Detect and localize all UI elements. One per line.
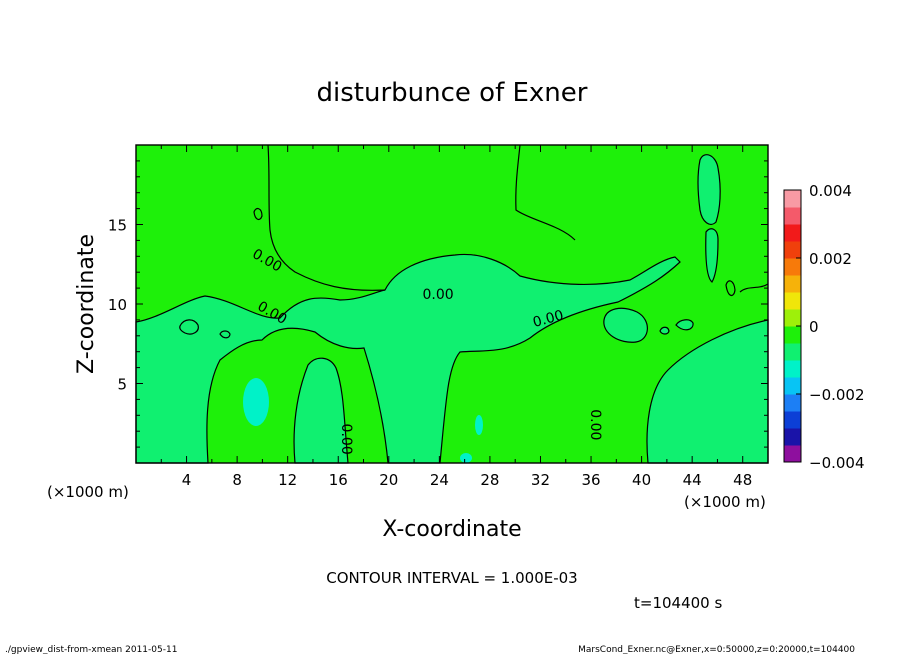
lower-right-negative (646, 319, 769, 464)
right-negative-lobe (603, 307, 648, 343)
stronger-negative-spots (243, 378, 483, 463)
x-tick-label: 16 (329, 471, 348, 489)
x-tick-label: 28 (480, 471, 499, 489)
colorbar-segment (784, 224, 801, 242)
lower-left-negative (293, 357, 349, 464)
central-negative-band (135, 253, 681, 464)
x-tick-label: 36 (581, 471, 600, 489)
chart-title: disturbunce of Exner (317, 78, 588, 108)
colorbar-tick-label: 0.004 (809, 182, 852, 200)
y-ticks (136, 160, 768, 448)
y-unit-label: (×1000 m) (47, 483, 129, 501)
small-loop-right (725, 280, 736, 296)
colorbar-segment (784, 360, 801, 378)
colorbar-tick-label: −0.002 (809, 386, 865, 404)
colorbar-segment (784, 343, 801, 361)
colorbar-tick-label: −0.004 (809, 454, 865, 472)
colorbar-tick-label: 0 (809, 318, 819, 336)
colorbar-labels: 0.004 0.002 0 −0.002 −0.004 (796, 182, 865, 472)
colorbar-segment (784, 275, 801, 293)
x-tick-label: 20 (379, 471, 398, 489)
x-tick-label: 12 (278, 471, 297, 489)
left-small-blob (179, 319, 199, 335)
x-tick-label: 24 (430, 471, 449, 489)
colorbar-segment (784, 241, 801, 259)
upper-positive-contour (267, 144, 386, 291)
plot-area: 0.000.000.000.000.00 0.00 (135, 144, 769, 464)
negative-spot-2 (475, 415, 483, 435)
colorbar-tick-label: 0.002 (809, 250, 852, 268)
colorbar-segment (784, 411, 801, 429)
x-unit-label: (×1000 m) (684, 493, 766, 511)
x-tick-label: 40 (632, 471, 651, 489)
x-tick-label: 32 (531, 471, 550, 489)
footer-left: ./gpview_dist-from-xmean 2011-05-11 (5, 645, 177, 654)
x-axis-label: X-coordinate (382, 517, 521, 542)
time-text: t=104400 s (634, 594, 722, 612)
contour-labels: 0.000.000.000.000.00 0.00 (249, 246, 603, 455)
y-tick-label: 10 (108, 296, 127, 314)
contour-interval-text: CONTOUR INTERVAL = 1.000E-03 (326, 569, 577, 587)
negative-regions (135, 154, 769, 464)
negative-spot-3 (460, 453, 472, 463)
colorbar-segment (784, 445, 801, 463)
right-edge-contour (739, 283, 769, 293)
y-tick-labels: 5 10 15 (108, 217, 127, 394)
colorbar (784, 190, 801, 463)
small-loop-left-top (253, 207, 263, 221)
negative-spot-1 (243, 378, 269, 426)
y-axis-label: Z-coordinate (74, 234, 99, 374)
colorbar-segment (784, 190, 801, 208)
colorbar-segment (784, 309, 801, 327)
colorbar-segment (784, 377, 801, 395)
upper-right-negative (697, 154, 721, 225)
left-small-blob-2 (219, 330, 231, 339)
contour-lines (253, 144, 769, 296)
y-tick-label: 15 (108, 217, 127, 235)
contour-label: 0.00 (338, 424, 354, 455)
x-tick-labels: 4 8 12 16 20 24 28 32 36 40 44 48 (182, 471, 752, 489)
colorbar-segment (784, 394, 801, 412)
x-tick-label: 44 (683, 471, 702, 489)
x-ticks (160, 145, 744, 463)
x-tick-label: 8 (232, 471, 242, 489)
y-tick-label: 5 (117, 376, 127, 394)
upper-center-contour (515, 144, 576, 241)
x-tick-label: 4 (182, 471, 192, 489)
contour-label: 0.00 (587, 409, 603, 440)
upper-right-negative-2 (705, 228, 719, 283)
colorbar-segment (784, 258, 801, 276)
footer-right: MarsCond_Exner.nc@Exner,x=0:50000,z=0:20… (578, 645, 855, 654)
colorbar-segment (784, 326, 801, 344)
colorbar-segment (784, 292, 801, 310)
colorbar-segment (784, 428, 801, 446)
contour-label: 0.00 (423, 287, 454, 303)
colorbar-segment (784, 207, 801, 225)
small-negative-blob-2 (659, 326, 670, 335)
small-negative-blob (675, 319, 694, 331)
x-tick-label: 48 (733, 471, 752, 489)
contour-label: 0.00 (531, 307, 565, 331)
